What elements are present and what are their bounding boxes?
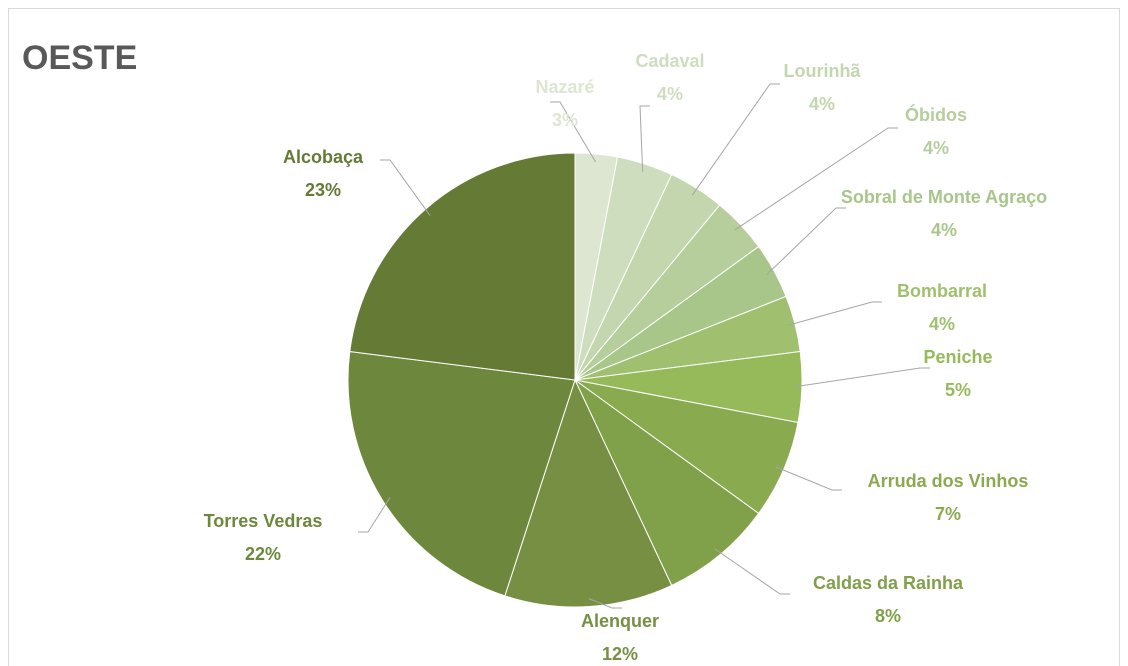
data-label-value: 23% — [305, 180, 341, 200]
pie-slice — [347, 350, 576, 597]
leader-line — [588, 598, 622, 609]
data-label-name: Sobral de Monte Agraço — [841, 187, 1047, 207]
pie-slice — [574, 379, 760, 587]
data-label-name: Bombarral — [897, 281, 987, 301]
leader-line — [691, 83, 780, 196]
data-label-name: Alenquer — [581, 611, 659, 631]
data-label-name: Torres Vedras — [204, 511, 323, 531]
leader-line — [793, 367, 930, 388]
data-label-value: 5% — [945, 380, 971, 400]
data-label-name: Nazaré — [535, 77, 594, 97]
chart-title: OESTE — [22, 39, 137, 77]
data-label-value: 22% — [245, 544, 281, 564]
data-label-value: 7% — [935, 504, 961, 524]
data-label-name: Cadaval — [635, 51, 704, 71]
data-label-name: Alcobaça — [283, 147, 364, 167]
data-label-name: Caldas da Rainha — [813, 573, 964, 593]
data-label-name: Óbidos — [905, 104, 967, 125]
leader-line — [786, 301, 882, 327]
data-label-value: 12% — [602, 644, 638, 664]
data-label-value: 4% — [931, 220, 957, 240]
data-label-value: 8% — [875, 606, 901, 626]
data-label-value: 4% — [929, 314, 955, 334]
leader-line — [734, 127, 898, 231]
data-label-name: Arruda dos Vinhos — [868, 471, 1029, 491]
data-label-name: Lourinhã — [784, 61, 862, 81]
leader-line — [766, 207, 846, 275]
leader-line — [775, 466, 842, 491]
leader-line — [380, 159, 431, 217]
pie-slice — [349, 152, 576, 381]
leader-line — [550, 101, 597, 163]
data-label-name: Peniche — [923, 347, 992, 367]
leader-line — [714, 548, 790, 595]
leader-line — [639, 105, 650, 172]
data-label-value: 3% — [552, 110, 578, 130]
data-label-value: 4% — [657, 84, 683, 104]
pie-slice — [504, 378, 673, 608]
leader-line — [358, 497, 391, 533]
data-label-value: 4% — [923, 138, 949, 158]
data-label-value: 4% — [809, 94, 835, 114]
